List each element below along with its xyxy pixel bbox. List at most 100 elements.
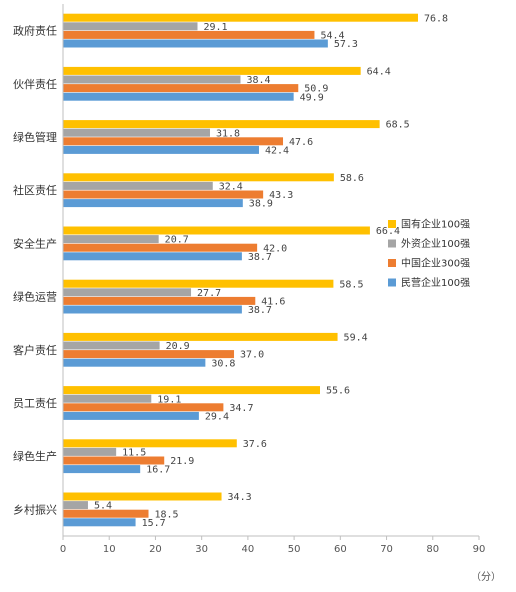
- data-label-2-8: 19.1: [157, 394, 181, 405]
- data-label-3-9: 21.9: [170, 456, 194, 467]
- data-label-4-1: 57.3: [334, 39, 358, 50]
- bar-2-1: [63, 22, 198, 31]
- legend-swatch-1: [388, 220, 396, 228]
- x-tick-label-8: 70: [380, 544, 393, 555]
- data-label-2-5: 20.7: [165, 235, 189, 246]
- data-label-3-8: 34.7: [229, 403, 253, 414]
- category-label-8: 员工责任: [13, 397, 57, 410]
- x-tick-label-9: 80: [426, 544, 439, 555]
- bar-4-3: [63, 145, 259, 154]
- data-label-4-9: 16.7: [146, 465, 170, 476]
- data-label-1-6: 58.5: [339, 279, 363, 290]
- data-label-3-10: 18.5: [155, 509, 179, 520]
- category-label-5: 安全生产: [13, 236, 57, 250]
- bar-1-1: [63, 13, 418, 22]
- bar-2-6: [63, 288, 192, 297]
- bar-3-10: [63, 509, 149, 518]
- category-label-3: 绿色管理: [13, 130, 57, 144]
- category-label-9: 绿色生产: [13, 449, 57, 463]
- bar-3-6: [63, 296, 256, 305]
- bar-1-7: [63, 332, 338, 341]
- data-label-4-4: 38.9: [249, 199, 273, 210]
- data-label-2-6: 27.7: [197, 288, 221, 299]
- bar-2-7: [63, 341, 160, 350]
- category-label-1: 政府责任: [13, 24, 57, 38]
- legend-label-1: 国有企业100强: [401, 218, 470, 231]
- bar-4-1: [63, 39, 328, 48]
- x-tick-label-5: 40: [242, 544, 255, 555]
- bar-4-8: [63, 411, 199, 420]
- legend-label-2: 外资企业100强: [401, 237, 470, 250]
- bar-3-1: [63, 30, 315, 39]
- data-label-2-3: 31.8: [216, 128, 240, 139]
- bar-2-4: [63, 181, 213, 190]
- x-tick-label-4: 30: [195, 544, 208, 555]
- category-label-2: 伙伴责任: [13, 78, 57, 91]
- bar-3-5: [63, 243, 258, 252]
- data-label-1-3: 68.5: [386, 120, 410, 131]
- data-label-1-2: 64.4: [367, 67, 391, 78]
- data-label-4-6: 38.7: [248, 305, 272, 316]
- bar-1-8: [63, 386, 320, 395]
- data-label-1-5: 66.4: [376, 226, 400, 237]
- category-label-4: 社区责任: [13, 183, 57, 197]
- bar-1-5: [63, 226, 370, 235]
- category-label-10: 乡村振兴: [13, 502, 57, 516]
- bar-3-8: [63, 403, 224, 412]
- bar-3-7: [63, 350, 235, 359]
- data-label-3-6: 41.6: [261, 297, 285, 308]
- data-label-1-9: 37.6: [243, 439, 267, 450]
- data-label-2-4: 32.4: [219, 182, 243, 193]
- data-label-1-10: 34.3: [228, 492, 252, 503]
- bar-2-8: [63, 394, 152, 403]
- bar-4-5: [63, 252, 242, 261]
- x-tick-label-2: 10: [103, 544, 116, 555]
- bar-4-10: [63, 518, 136, 527]
- x-tick-label-7: 60: [334, 544, 347, 555]
- bar-4-4: [63, 199, 243, 208]
- category-label-6: 绿色运营: [13, 290, 57, 304]
- data-label-1-7: 59.4: [344, 333, 368, 344]
- x-tick-label-10: 90: [473, 544, 486, 555]
- data-label-3-5: 42.0: [263, 243, 287, 254]
- data-label-4-3: 42.4: [265, 146, 289, 157]
- bar-3-4: [63, 190, 264, 199]
- data-label-2-7: 20.9: [166, 341, 190, 352]
- bar-1-9: [63, 439, 237, 448]
- data-label-2-9: 11.5: [122, 448, 146, 459]
- bar-1-4: [63, 173, 334, 182]
- data-label-4-5: 38.7: [248, 252, 272, 263]
- data-label-2-1: 29.1: [204, 22, 228, 33]
- bar-4-9: [63, 465, 141, 474]
- data-label-3-2: 50.9: [304, 84, 328, 95]
- bar-3-3: [63, 137, 284, 146]
- x-tick-label-1: 0: [60, 544, 66, 555]
- bar-4-2: [63, 92, 294, 101]
- bar-4-6: [63, 305, 242, 314]
- data-label-4-10: 15.7: [142, 518, 166, 529]
- legend-swatch-4: [388, 278, 396, 287]
- x-tick-label-6: 50: [288, 544, 301, 555]
- x-axis-unit-label: （分）: [471, 571, 501, 583]
- bar-3-9: [63, 456, 165, 465]
- bar-1-10: [63, 492, 222, 501]
- data-label-3-1: 54.4: [320, 31, 344, 42]
- data-label-3-3: 47.6: [289, 137, 313, 148]
- bar-2-3: [63, 128, 210, 137]
- bar-2-2: [63, 75, 241, 84]
- bar-2-9: [63, 447, 117, 456]
- bar-3-2: [63, 84, 299, 93]
- bar-4-7: [63, 358, 206, 367]
- legend-swatch-2: [388, 239, 396, 248]
- legend-label-3: 中国企业300强: [401, 257, 470, 270]
- data-label-2-10: 5.4: [94, 501, 112, 512]
- bar-1-3: [63, 120, 380, 129]
- data-label-4-7: 30.8: [211, 358, 235, 369]
- bar-1-6: [63, 279, 334, 288]
- data-label-1-4: 58.6: [340, 173, 364, 184]
- legend-label-4: 民营企业100强: [401, 276, 470, 289]
- bar-1-2: [63, 66, 361, 75]
- x-tick-label-3: 20: [149, 544, 162, 555]
- data-label-3-4: 43.3: [269, 190, 293, 201]
